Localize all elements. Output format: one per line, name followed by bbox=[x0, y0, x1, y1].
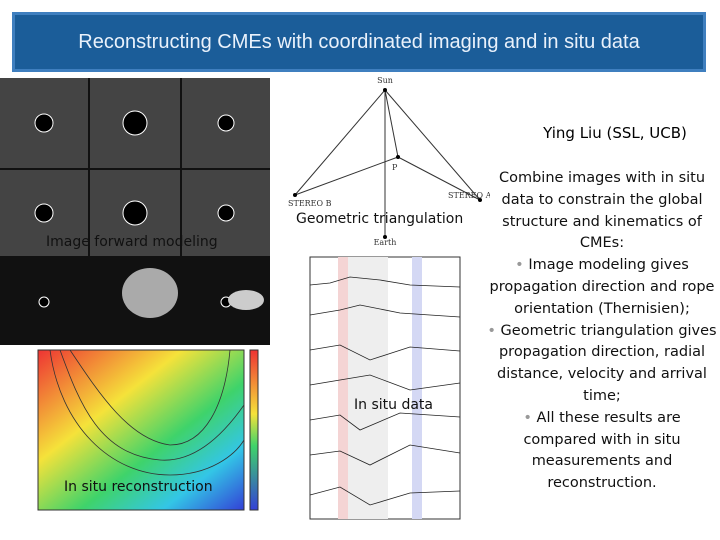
title-bar bbox=[12, 12, 706, 72]
in-situ-plot bbox=[309, 256, 461, 520]
node-label: Earth bbox=[374, 238, 397, 247]
triangulation-diagram: Sun STEREO B STEREO A Earth P bbox=[288, 76, 490, 247]
coronagraph-images bbox=[0, 78, 270, 345]
bullet: All these results are compared with in s… bbox=[523, 409, 681, 492]
panel-label: Image forward modeling bbox=[46, 234, 218, 250]
summary: Combine images with in situ data to cons… bbox=[487, 170, 717, 492]
author: Ying Liu (SSL, UCB) bbox=[543, 124, 687, 142]
node-label: P bbox=[392, 163, 398, 172]
node-label: Sun bbox=[377, 76, 393, 85]
node-label: STEREO A bbox=[448, 191, 490, 200]
panel-label: Geometric triangulation bbox=[296, 211, 464, 227]
bullet: Image modeling gives propagation directi… bbox=[489, 257, 715, 317]
image-grid bbox=[0, 78, 270, 318]
reconstruction-map bbox=[37, 349, 259, 511]
title: Reconstructing CMEs with coordinated ima… bbox=[78, 31, 640, 53]
bullet: Geometric triangulation gives propagatio… bbox=[497, 322, 717, 404]
panel-label: In situ reconstruction bbox=[64, 479, 213, 495]
panel-label: In situ data bbox=[354, 397, 433, 413]
summary-intro: Combine images with in situ data to cons… bbox=[498, 170, 706, 252]
node-label: STEREO B bbox=[288, 199, 332, 208]
